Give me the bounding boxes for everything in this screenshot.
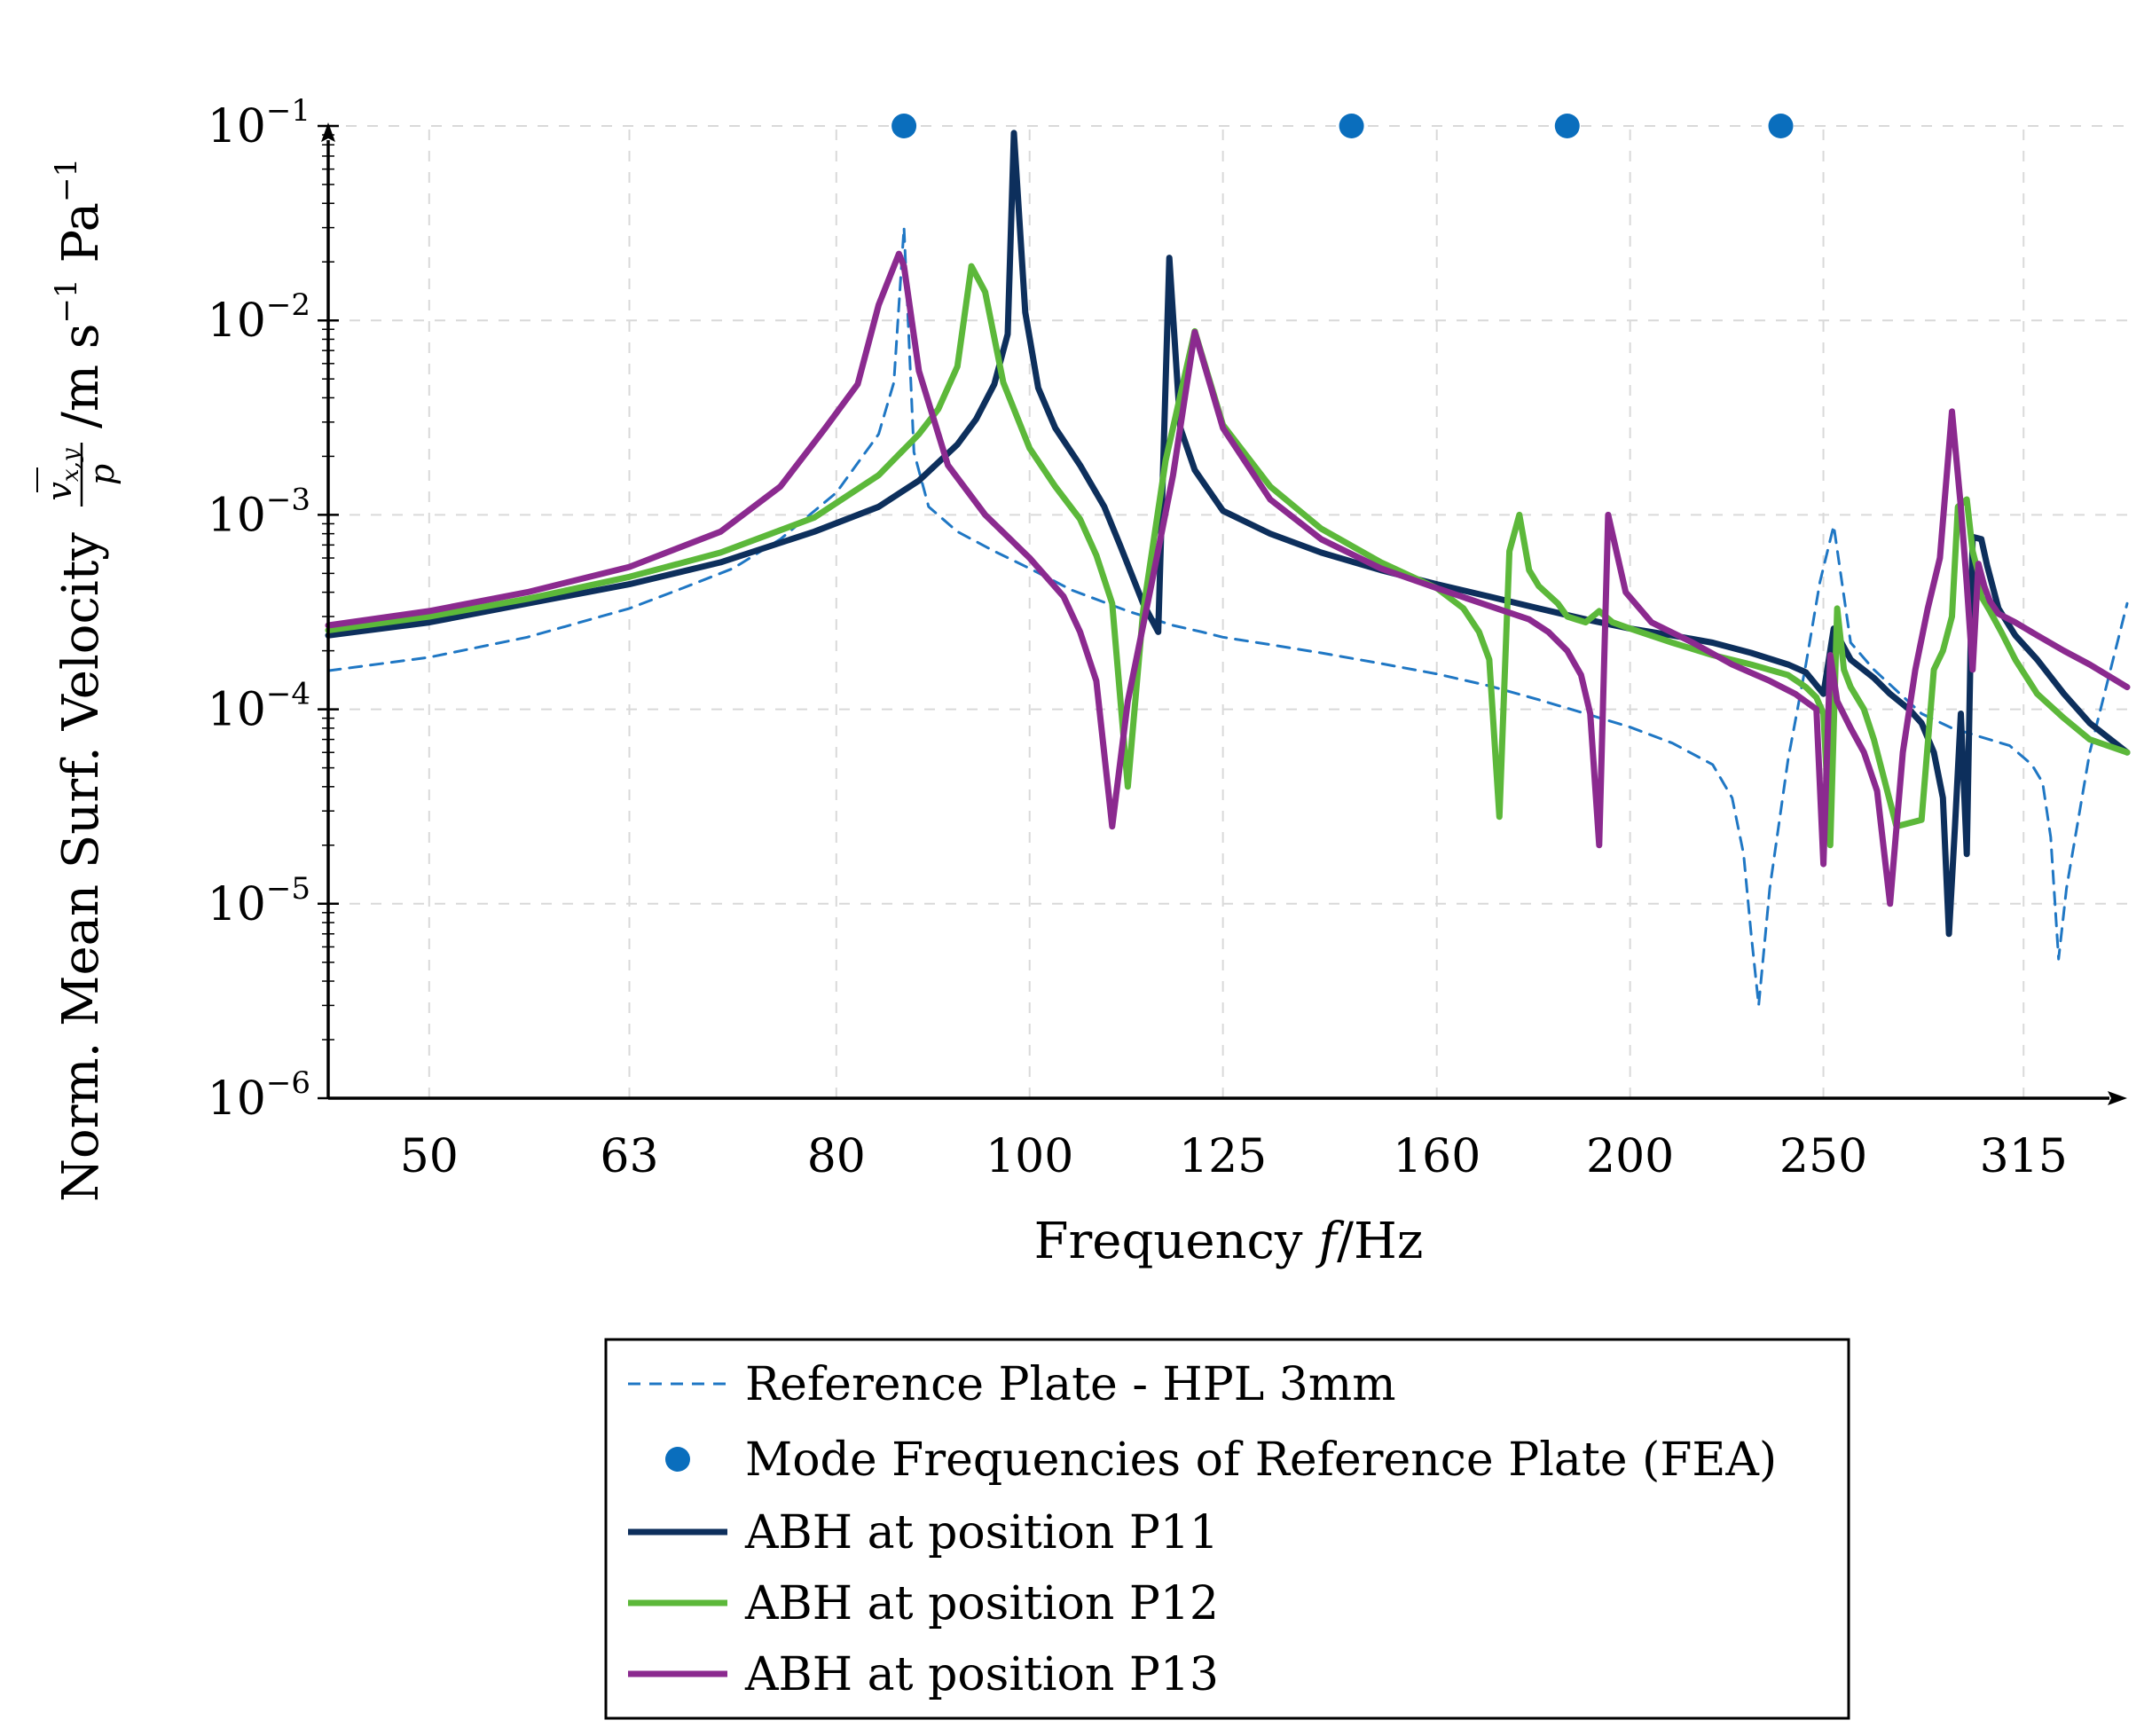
legend-swatch-marker	[665, 1447, 690, 1472]
mode-frequency-marker	[891, 114, 917, 138]
axes	[321, 122, 2127, 1105]
x-tick-label-63: 63	[600, 1130, 658, 1183]
ticks	[318, 124, 339, 1100]
y-axis-arrow	[321, 122, 335, 142]
legend-entry-label: Mode Frequencies of Reference Plate (FEA…	[745, 1434, 1777, 1487]
y-axis-fraction-denominator: p	[82, 464, 122, 485]
series-line-4	[325, 250, 2131, 907]
legend-entry-label: Reference Plate - HPL 3mm	[745, 1358, 1396, 1411]
y-tick-label: 10−6	[208, 1065, 310, 1126]
y-axis-fraction-numerator: vx,y	[40, 448, 84, 500]
legend-entry-label: ABH at position P12	[744, 1577, 1219, 1630]
x-tick-label-80: 80	[807, 1130, 866, 1183]
series-line-0	[326, 226, 2129, 1007]
y-axis-title-prefix: Norm. Mean Surf. Velocity	[52, 532, 110, 1202]
y-tick-label: 10−4	[208, 677, 310, 737]
x-tick-label-160: 160	[1393, 1130, 1480, 1183]
svg-text:/m s−1 Pa−1: /m s−1 Pa−1	[49, 158, 110, 428]
mode-frequency-marker	[1554, 114, 1580, 138]
legend-entry-label: ABH at position P11	[744, 1506, 1219, 1559]
series-line-3	[325, 263, 2131, 849]
mode-frequency-marker	[1768, 114, 1794, 138]
x-tick-label-100: 100	[986, 1130, 1073, 1183]
x-axis-title: Frequency f/Hz	[1034, 1213, 1424, 1270]
y-tick-label: 10−1	[208, 93, 310, 153]
y-tick-label: 10−3	[208, 482, 310, 542]
x-tick-label-250: 250	[1779, 1130, 1867, 1183]
y-axis-fraction: vx,y p	[36, 443, 122, 507]
svg-text:Norm. Mean Surf. Velocity: Norm. Mean Surf. Velocity	[52, 532, 110, 1202]
x-axis-arrow	[2108, 1091, 2127, 1105]
y-axis-title: Norm. Mean Surf. Velocity vx,y p /m s−1 …	[36, 158, 122, 1202]
x-tick-label-50: 50	[400, 1130, 459, 1183]
grid	[328, 125, 2127, 1098]
tick-labels: 50 63 80 100 125 160 200 250 315 10−1 10−2 10−3 10−4…	[208, 93, 2068, 1183]
legend-entry-label: ABH at position P13	[744, 1648, 1219, 1701]
legend: Reference Plate - HPL 3mm Mode Frequencie…	[604, 1338, 1850, 1720]
x-tick-label-315: 315	[1980, 1130, 2068, 1183]
x-tick-label-200: 200	[1586, 1130, 1674, 1183]
x-tick-label-125: 125	[1179, 1130, 1267, 1183]
series-line-2	[325, 130, 2131, 938]
series-layer	[325, 114, 2131, 1007]
legend-box	[604, 1338, 1850, 1720]
y-axis-unit: /m s	[52, 323, 110, 428]
y-tick-label: 10−2	[208, 287, 310, 348]
y-tick-label: 10−5	[208, 871, 310, 931]
mode-frequency-marker	[1339, 114, 1364, 138]
